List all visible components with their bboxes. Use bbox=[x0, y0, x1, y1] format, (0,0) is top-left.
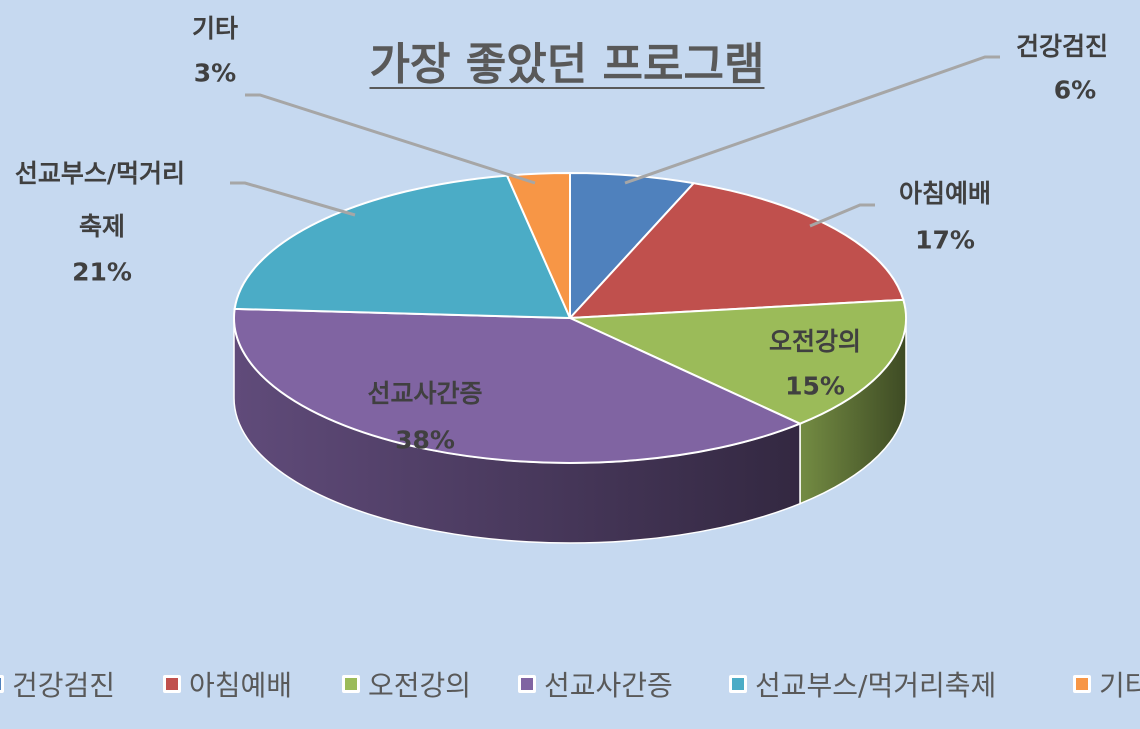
leader-line-건강검진 bbox=[624, 55, 1000, 185]
pie-top-slices bbox=[233, 171, 907, 464]
legend-label: 선교부스/먹거리축제 bbox=[755, 669, 997, 702]
legend-label: 기타 bbox=[1099, 669, 1140, 702]
data-label-name: 기타 bbox=[191, 14, 239, 43]
legend-label: 건강검진 bbox=[12, 669, 116, 702]
data-label-percent: 15% bbox=[785, 371, 845, 401]
legend-marker bbox=[342, 675, 360, 693]
legend-label: 오전강의 bbox=[368, 669, 472, 702]
data-label-percent: 6% bbox=[1053, 75, 1097, 105]
data-label-name: 오전강의 bbox=[768, 327, 862, 356]
legend-item[interactable]: 기타 bbox=[1073, 666, 1140, 702]
pie-slice-건강검진[interactable] bbox=[569, 171, 696, 321]
data-label-name: 아침예배 bbox=[898, 179, 992, 208]
data-label-name: 선교사간증 bbox=[367, 379, 483, 408]
pie-slice-선교사간증[interactable] bbox=[233, 307, 803, 464]
leader-line-기타 bbox=[245, 93, 536, 185]
legend-marker bbox=[729, 675, 747, 693]
data-label-percent: 38% bbox=[395, 425, 455, 455]
legend-item[interactable]: 선교사간증 bbox=[518, 666, 673, 702]
legend-label: 선교사간증 bbox=[544, 669, 673, 702]
legend-marker bbox=[518, 675, 536, 693]
legend-marker bbox=[163, 675, 181, 693]
data-label-percent: 3% bbox=[193, 58, 237, 88]
legend-marker bbox=[0, 675, 4, 693]
legend-label: 아침예배 bbox=[189, 669, 293, 702]
legend-marker bbox=[1073, 675, 1091, 693]
data-label-name: 건강검진 bbox=[1015, 32, 1109, 61]
chart-title: 가장 좋았던 프로그램 bbox=[369, 39, 765, 90]
leader-lines bbox=[230, 55, 1000, 228]
legend-item[interactable]: 오전강의 bbox=[342, 666, 471, 702]
leader-line-아침예배 bbox=[809, 203, 875, 228]
leader-line-선교부스 bbox=[230, 181, 356, 217]
legend-item[interactable]: 선교부스/먹거리축제 bbox=[729, 666, 996, 702]
data-label-name: 축제 bbox=[78, 212, 126, 241]
pie-slice-오전강의[interactable] bbox=[569, 298, 907, 425]
data-label-name: 선교부스/먹거리 bbox=[14, 159, 186, 188]
legend-item[interactable]: 건강검진 bbox=[0, 666, 115, 702]
pie-slice-선교부스/먹거리축제[interactable] bbox=[233, 174, 572, 320]
legend-item[interactable]: 아침예배 bbox=[163, 666, 292, 702]
pie-slice-아침예배[interactable] bbox=[567, 182, 905, 320]
data-label-percent: 17% bbox=[915, 225, 975, 255]
data-label-percent: 21% bbox=[72, 257, 132, 287]
